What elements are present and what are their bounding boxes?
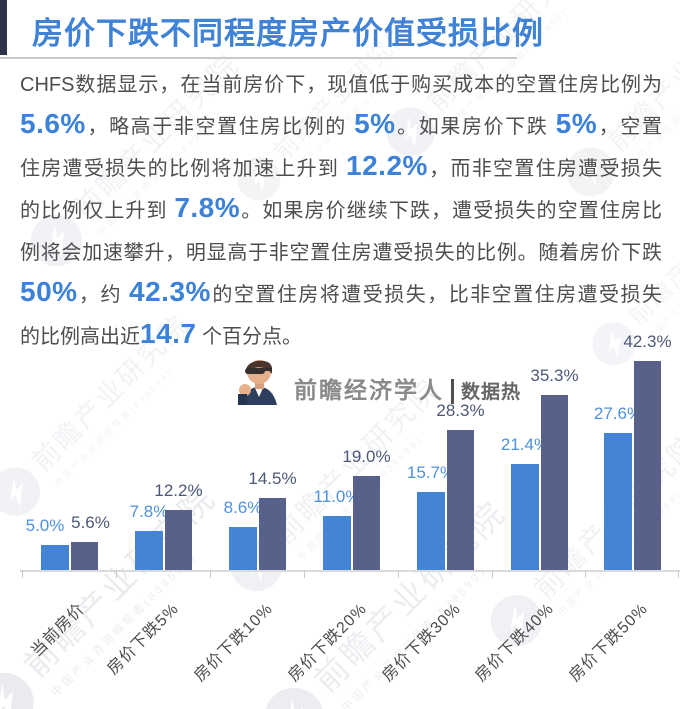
bar-series2-6 [541, 395, 568, 570]
value-label: 28.3% [436, 401, 485, 420]
highlighted-number: 5% [555, 108, 598, 139]
highlighted-number: 12.2% [346, 150, 428, 181]
value-label: 21.4% [500, 435, 550, 454]
axis-tick [491, 570, 493, 578]
bar-series1-2 [135, 531, 163, 570]
brand-divider [451, 379, 454, 404]
value-label: 14.5% [248, 469, 297, 488]
paragraph-line-1: CHFS数据显示，在当前房价下，现值低于购买成本的空置住房比例为 [20, 64, 662, 106]
axis-tick [209, 570, 211, 578]
bar-series1-4 [323, 516, 351, 570]
x-axis-label-6: 房价下跌40% [472, 600, 558, 686]
x-axis-label-5: 房价下跌30% [378, 600, 464, 686]
bar-series2-5 [447, 430, 474, 570]
highlighted-number: 14.7 [140, 318, 197, 349]
value-label: 11.0% [313, 487, 361, 506]
highlighted-number: 5% [354, 108, 396, 139]
paragraph-text: 个百分点。 [196, 326, 303, 348]
paragraph-text: CHFS数据显示，在当前房价下，现值低于购买成本的空置住房比例为 [20, 74, 662, 96]
paragraph-text: 。如果房价下跌 [395, 116, 556, 138]
summary-paragraph: CHFS数据显示，在当前房价下，现值低于购买成本的空置住房比例为 5.6%，略高于… [20, 64, 662, 358]
paragraph-text: ，略高于非空置住房比例的 [85, 116, 355, 138]
bar-series1-6 [511, 464, 539, 570]
value-label: 7.8% [129, 502, 169, 521]
paragraph-line-2: 5.6%，略高于非空置住房比例的 5%。如果房价下跌 5%，空置 [20, 106, 662, 148]
paragraph-text: ，而非空置住房遭受损失 [427, 158, 663, 180]
thinking-man-avatar-icon [238, 357, 280, 410]
bar-series1-1 [41, 545, 69, 570]
x-axis-label-2: 房价下跌5% [104, 600, 183, 679]
highlighted-number: 42.3% [129, 276, 211, 307]
bar-series2-7 [634, 361, 661, 570]
brand-row: 前瞻经济学人 数据热 [238, 360, 522, 410]
paragraph-text: 例将会加速攀升，明显高于非空置住房遭受损失的比例。随着房价下跌 [20, 242, 662, 264]
x-axis-label-1: 当前房价 [28, 600, 89, 661]
page-title: 房价下跌不同程度房产价值受损比例 [32, 16, 544, 51]
value-label: 5.6% [71, 513, 110, 532]
axis-tick [678, 570, 679, 578]
value-label: 19.0% [342, 447, 391, 466]
x-axis-label-3: 房价下跌10% [191, 600, 277, 686]
paragraph-line-5: 例将会加速攀升，明显高于非空置住房遭受损失的比例。随着房价下跌 [20, 232, 662, 274]
value-label: 27.6% [593, 404, 643, 423]
highlighted-number: 7.8% [174, 192, 241, 223]
x-axis-line [20, 570, 680, 572]
paragraph-text: 的空置住房将遭受损失，比非空置住房遭受损失 [210, 284, 663, 306]
axis-tick [585, 570, 587, 578]
highlighted-number: 5.6% [20, 108, 86, 139]
paragraph-line-6: 50%，约 42.3%的空置住房将遭受损失，比非空置住房遭受损失 [20, 274, 662, 316]
brand-name: 前瞻经济学人 [294, 377, 444, 403]
value-label: 5.0% [25, 516, 65, 535]
paragraph-text: ，约 [77, 284, 130, 306]
value-label: 42.3% [623, 332, 672, 351]
paragraph-text: 住房遭受损失的比例将加速上升到 [20, 158, 347, 180]
x-axis-label-7: 房价下跌50% [566, 600, 652, 686]
bar-series2-2 [165, 510, 192, 570]
bar-series2-4 [353, 476, 380, 570]
bar-series1-7 [604, 433, 632, 570]
value-label: 8.6% [223, 498, 263, 517]
axis-tick [115, 570, 117, 578]
value-label: 15.7% [406, 463, 456, 482]
paragraph-text: 的比例仅上升到 [20, 200, 175, 222]
axis-tick [397, 570, 399, 578]
paragraph-line-7: 的比例高出近14.7 个百分点。 [20, 316, 662, 358]
bar-series1-5 [417, 492, 445, 570]
paragraph-text: ，空置 [597, 116, 662, 138]
value-label: 35.3% [530, 366, 579, 385]
axis-tick [303, 570, 305, 578]
paragraph-line-3: 住房遭受损失的比例将加速上升到 12.2%，而非空置住房遭受损失 [20, 148, 662, 190]
bar-series2-1 [71, 542, 98, 570]
brand-tag: 数据热 [461, 382, 522, 403]
bar-series1-3 [229, 527, 257, 570]
highlighted-number: 50% [20, 276, 78, 307]
paragraph-text: 。如果房价继续下跌，遭受损失的空置住房比 [240, 200, 663, 222]
axis-tick [22, 570, 23, 578]
value-label: 12.2% [154, 481, 203, 500]
x-axis-label-4: 房价下跌20% [285, 600, 370, 686]
title-accent-bar [0, 0, 7, 55]
bar-series2-3 [259, 498, 286, 570]
paragraph-line-4: 的比例仅上升到 7.8%。如果房价继续下跌，遭受损失的空置住房比 [20, 190, 662, 232]
title-divider [0, 57, 517, 59]
paragraph-text: 的比例高出近 [20, 326, 140, 348]
